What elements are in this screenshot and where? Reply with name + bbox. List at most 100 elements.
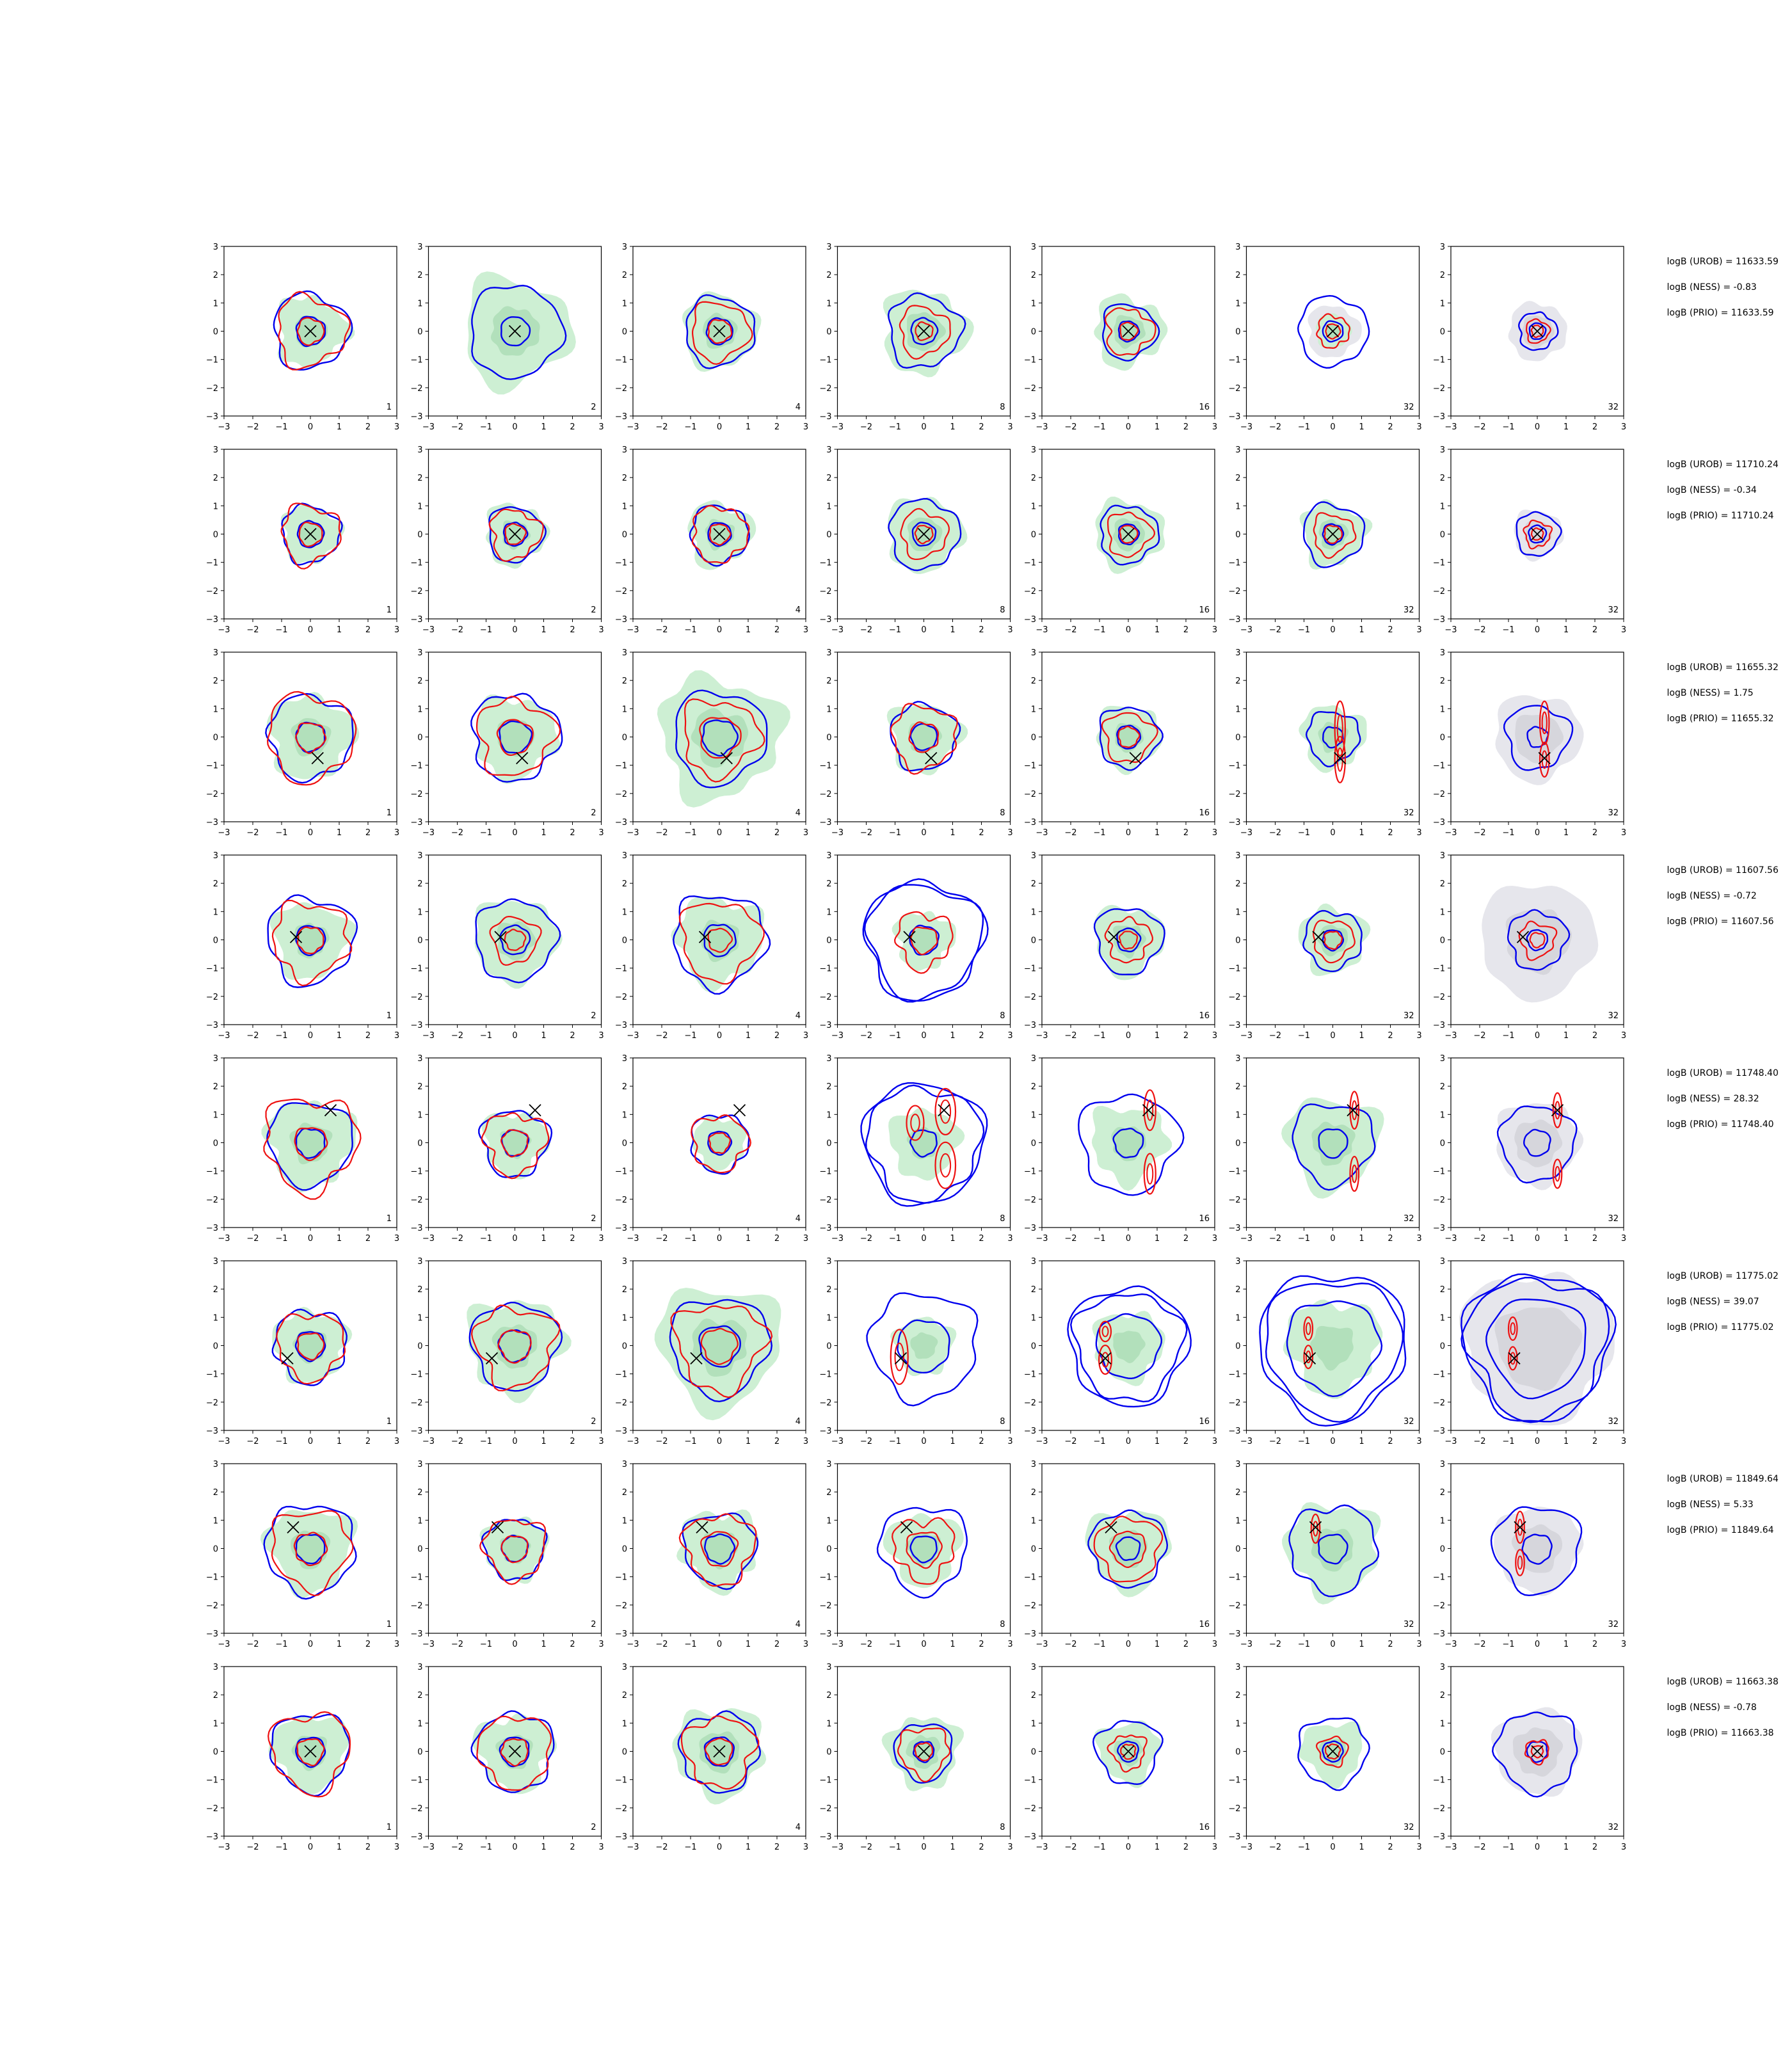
marker-x (508, 324, 522, 338)
y-tick-label: 2 (213, 1285, 218, 1295)
x-tick-label: 1 (337, 422, 342, 432)
plot-area (1297, 294, 1370, 369)
x-tick-label: −3 (218, 1234, 230, 1244)
y-tick-label: −3 (206, 1021, 218, 1030)
y-tick-label: 0 (622, 733, 627, 743)
plot-area (273, 290, 355, 371)
x-tick-label: −3 (1036, 1640, 1048, 1649)
x-tick-label: −2 (246, 828, 259, 838)
y-tick-label: 3 (622, 1054, 627, 1064)
x-tick-label: 3 (1007, 1437, 1012, 1446)
contour-red (1524, 1739, 1549, 1766)
contour-red-mode-inner (1541, 750, 1548, 769)
y-tick-label: −3 (206, 615, 218, 625)
contour-red-mode-inner (1517, 1555, 1523, 1570)
contour-blue (265, 692, 354, 784)
x-tick-label: −2 (1269, 625, 1281, 635)
x-tick-label: −3 (1240, 1640, 1252, 1649)
y-tick-label: 3 (1031, 648, 1036, 658)
y-tick-label: −3 (1433, 412, 1445, 422)
plot-area (1095, 496, 1165, 574)
y-tick-label: 1 (1235, 1516, 1240, 1526)
y-tick-label: −3 (1024, 1427, 1036, 1436)
x-tick-label: 2 (1388, 1031, 1393, 1041)
x-tick-label: −3 (627, 625, 639, 635)
x-tick-label: −3 (1444, 1234, 1457, 1244)
x-tick-label: 0 (1330, 1640, 1335, 1649)
contour-blue (1516, 511, 1562, 557)
y-tick-label: 2 (1031, 474, 1036, 483)
x-tick-label: −2 (451, 1234, 463, 1244)
plot-area (862, 878, 989, 1003)
contour-red-mode (1539, 741, 1550, 778)
y-tick-label: −1 (819, 1776, 831, 1786)
contour-red-inner (1119, 321, 1139, 341)
y-tick-label: 1 (826, 299, 831, 308)
x-tick-label: −3 (1240, 422, 1252, 432)
y-tick-label: 1 (1031, 1110, 1036, 1120)
panel-r8-c2: −3−3 −2 −2 −1 −1 0 0 1 1 2 2 3 3 2 (410, 1663, 604, 1852)
contour-blue (893, 1723, 953, 1784)
x-tick-label: −1 (1298, 625, 1310, 635)
y-tick-label: 2 (1235, 1691, 1240, 1700)
x-tick-label: 3 (1416, 1031, 1421, 1041)
contour-blue (888, 498, 962, 572)
x-tick-label: −1 (480, 625, 492, 635)
plot-area (1094, 293, 1168, 371)
plot-area (657, 670, 790, 808)
x-tick-label: 1 (1359, 1234, 1364, 1244)
panel-r7-c7: −3−3 −2 −2 −1 −1 0 0 1 1 2 2 3 3 32 (1433, 1460, 1626, 1649)
y-tick-label: 3 (1440, 445, 1445, 455)
x-tick-label: 2 (570, 625, 575, 635)
y-tick-label: 3 (826, 1460, 831, 1469)
x-tick-label: −3 (1036, 1843, 1048, 1852)
sample-count-label: 1 (387, 605, 392, 615)
marker-x (494, 931, 507, 943)
y-tick-label: −2 (206, 1398, 218, 1408)
x-tick-label: 3 (1621, 422, 1626, 432)
panel-r8-c3: −3−3 −2 −2 −1 −1 0 0 1 1 2 2 3 3 4 (615, 1663, 808, 1852)
y-tick-label: 0 (417, 1545, 422, 1555)
y-tick-label: 2 (1031, 1488, 1036, 1498)
y-tick-label: 1 (213, 1313, 218, 1323)
sample-count-label: 4 (796, 1417, 801, 1427)
sample-count-label: 16 (1199, 1417, 1210, 1427)
marker-x (1312, 931, 1325, 943)
y-tick-label: −1 (819, 964, 831, 974)
contour-red-mode-inner (1101, 1352, 1109, 1368)
plot-area (1085, 1509, 1172, 1597)
y-tick-label: 0 (213, 1139, 218, 1149)
contour-blue-inner (1112, 1128, 1144, 1158)
contour-blue-inner (1528, 524, 1548, 544)
y-tick-label: −3 (410, 1224, 422, 1233)
x-tick-label: 0 (308, 1234, 313, 1244)
contour-blue (1093, 908, 1165, 975)
x-tick-label: −2 (1473, 1234, 1485, 1244)
x-tick-label: 0 (921, 828, 926, 838)
x-tick-label: 3 (1212, 422, 1217, 432)
plot-area (1092, 1720, 1164, 1788)
marker-x (1303, 1352, 1316, 1365)
y-tick-label: 0 (622, 1748, 627, 1757)
x-tick-label: 3 (1621, 828, 1626, 838)
y-tick-label: −1 (1433, 1167, 1445, 1177)
contour-red-mode (1539, 700, 1550, 746)
contour-red-inner (1530, 1745, 1544, 1759)
x-tick-label: −2 (246, 1234, 259, 1244)
y-tick-label: 0 (1440, 531, 1445, 540)
x-tick-label: −2 (451, 625, 463, 635)
x-tick-label: 3 (598, 1843, 604, 1852)
y-tick-label: −1 (1228, 559, 1240, 568)
contour-red (488, 508, 544, 562)
x-tick-label: 0 (1330, 828, 1335, 838)
y-tick-label: −2 (1433, 1804, 1445, 1814)
contour-blue-inner (1322, 320, 1344, 343)
x-tick-label: −3 (1240, 1843, 1252, 1852)
y-tick-label: 3 (1235, 243, 1240, 252)
plot-area (672, 1708, 767, 1805)
sample-count-label: 4 (796, 1620, 801, 1629)
y-tick-label: −3 (1024, 615, 1036, 625)
contour-red-inner (296, 1738, 325, 1766)
